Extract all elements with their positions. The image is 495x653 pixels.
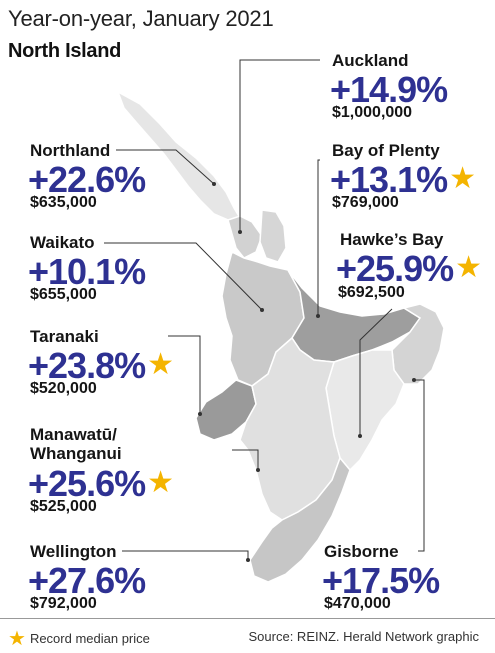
region-price-bay-of-plenty: $769,000 bbox=[332, 194, 399, 211]
leader-hawkes-bay bbox=[359, 308, 393, 436]
leader-wellington bbox=[122, 550, 249, 560]
region-label-manawatu-line2: Whanganui bbox=[30, 444, 122, 463]
region-label-bay-of-plenty: Bay of Plenty bbox=[332, 141, 440, 160]
region-coromandel bbox=[259, 209, 287, 263]
region-change-hawkes-bay: +25.9% bbox=[336, 248, 454, 289]
star-icon: ★ bbox=[147, 348, 175, 381]
region-auckland bbox=[227, 215, 263, 259]
source-credit: Source: REINZ. Herald Network graphic bbox=[248, 629, 479, 644]
region-label-wellington: Wellington bbox=[30, 542, 117, 561]
leader-bay-of-plenty bbox=[317, 159, 320, 316]
region-gisborne bbox=[391, 303, 445, 385]
region-price-waikato: $655,000 bbox=[30, 286, 97, 303]
star-icon: ★ bbox=[147, 466, 175, 499]
region-label-gisborne: Gisborne bbox=[324, 542, 399, 561]
leader-auckland bbox=[239, 59, 320, 232]
leader-manawatu bbox=[232, 449, 259, 470]
region-change-waikato: +10.1% bbox=[28, 251, 146, 292]
leader-northland bbox=[116, 149, 215, 185]
region-change-manawatu: +25.6% bbox=[28, 463, 146, 504]
region-change-row-bay-of-plenty: +13.1%★ bbox=[330, 162, 476, 198]
legend: ★ Record median price bbox=[8, 629, 150, 649]
legend-label: Record median price bbox=[29, 631, 150, 646]
footer-divider bbox=[0, 618, 495, 619]
region-change-row-taranaki: +23.8%★ bbox=[28, 348, 174, 384]
region-label-auckland: Auckland bbox=[332, 51, 409, 70]
region-label-hawkes-bay: Hawke’s Bay bbox=[340, 230, 444, 249]
region-price-auckland: $1,000,000 bbox=[332, 104, 413, 121]
region-price-gisborne: $470,000 bbox=[324, 595, 391, 612]
region-change-row-manawatu: +25.6%★ bbox=[28, 466, 174, 502]
region-change-northland: +22.6% bbox=[28, 159, 146, 200]
region-change-taranaki: +23.8% bbox=[28, 345, 146, 386]
region-change-wellington: +27.6% bbox=[28, 560, 146, 601]
region-change-auckland: +14.9% bbox=[330, 69, 448, 110]
region-wellington bbox=[249, 456, 351, 583]
page-title: Year-on-year, January 2021 bbox=[8, 6, 274, 31]
region-change-row-hawkes-bay: +25.9%★ bbox=[336, 251, 482, 287]
region-price-northland: $635,000 bbox=[30, 194, 97, 211]
region-price-taranaki: $520,000 bbox=[30, 380, 97, 397]
star-icon: ★ bbox=[449, 162, 477, 195]
leader-waikato bbox=[104, 242, 263, 311]
region-change-bay-of-plenty: +13.1% bbox=[330, 159, 448, 200]
leader-gisborne bbox=[414, 379, 425, 552]
region-label-waikato: Waikato bbox=[30, 233, 95, 252]
star-icon: ★ bbox=[455, 251, 483, 284]
region-price-hawkes-bay: $692,500 bbox=[338, 284, 405, 301]
region-label-manawatu-line1: Manawatū/ bbox=[30, 425, 117, 444]
star-icon: ★ bbox=[8, 628, 26, 650]
region-change-gisborne: +17.5% bbox=[322, 560, 440, 601]
region-label-northland: Northland bbox=[30, 141, 111, 160]
page-subtitle: North Island bbox=[8, 40, 122, 62]
region-price-manawatu: $525,000 bbox=[30, 498, 97, 515]
region-label-taranaki: Taranaki bbox=[30, 327, 99, 346]
leader-taranaki bbox=[168, 335, 201, 414]
region-price-wellington: $792,000 bbox=[30, 595, 97, 612]
region-northland bbox=[116, 90, 242, 221]
